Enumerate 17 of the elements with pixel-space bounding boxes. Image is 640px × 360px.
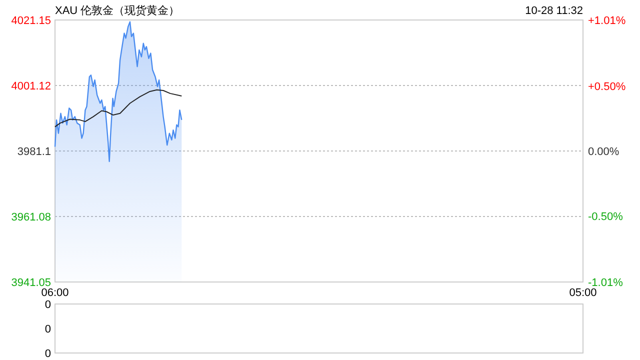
text: 0 (44, 324, 51, 336)
y-tick-label: 4001.12 (11, 80, 51, 93)
x-tick-label: 06:00 (41, 287, 69, 299)
y-tick-label: 3981.1 (17, 146, 51, 158)
y-tick-label: 4021.15 (11, 15, 51, 27)
text: 0 (44, 299, 51, 311)
y2-tick-label: 0.00% (588, 146, 620, 158)
y2-tick-label: -0.50% (588, 210, 624, 223)
chart-title: XAU 伦敦金（现货黄金） (55, 4, 180, 17)
y2-tick-label: +1.01% (588, 15, 626, 27)
y2-tick-label: -1.01% (588, 277, 624, 289)
text: 0 (44, 348, 51, 360)
text: 10-28 11:32 (525, 5, 583, 17)
y-tick-label: 3961.08 (11, 211, 51, 224)
y-tick-label: 3941.05 (11, 277, 51, 289)
y2-tick-label: +0.50% (588, 81, 626, 94)
x-tick-label: 05:00 (569, 287, 597, 299)
